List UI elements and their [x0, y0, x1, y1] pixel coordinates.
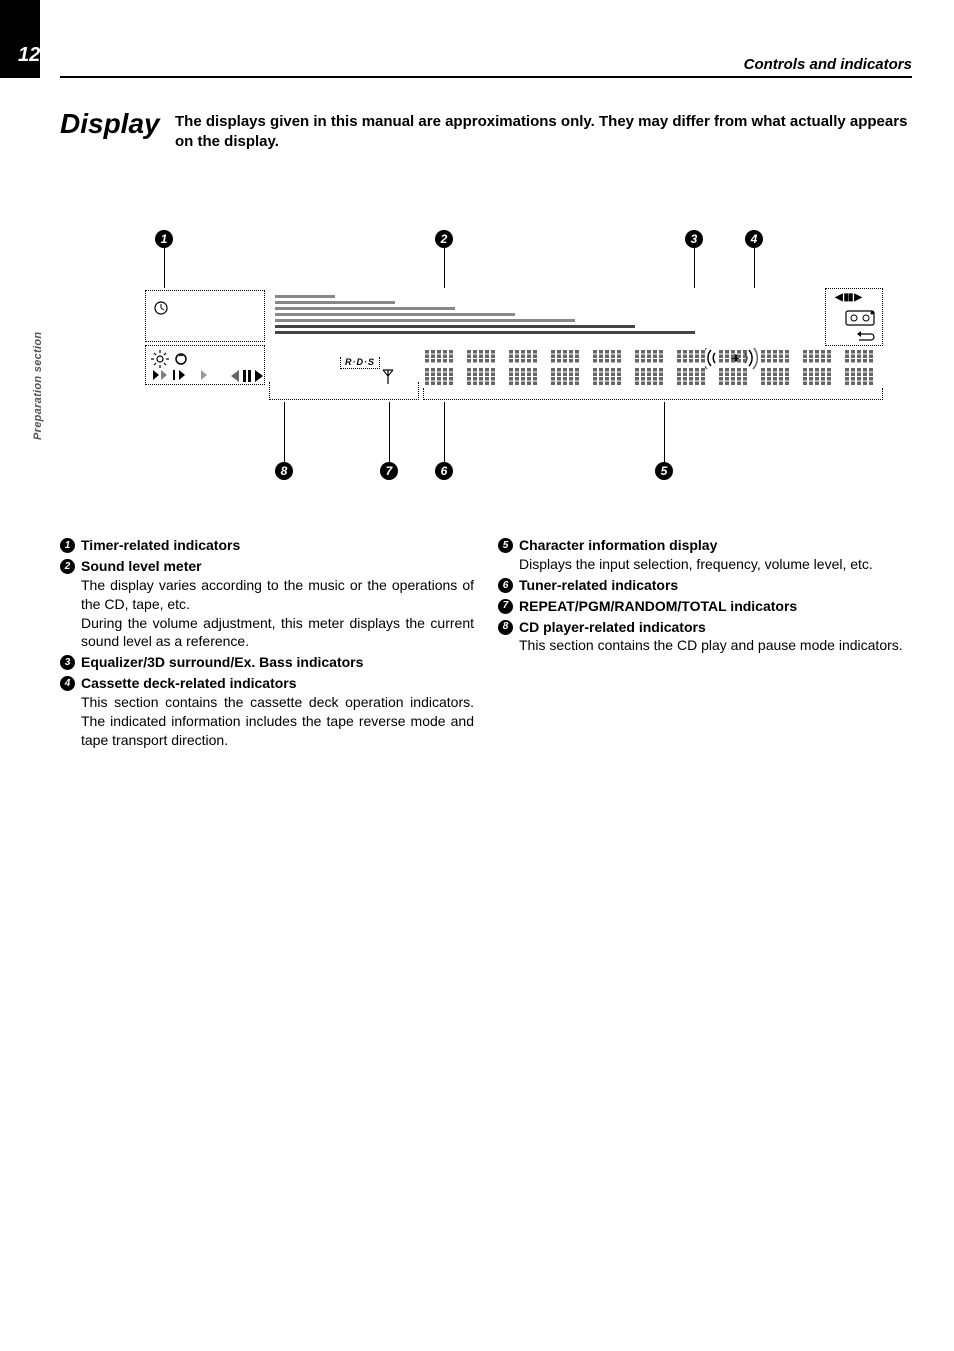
- left-column: 1 Timer-related indicators 2 Sound level me…: [60, 536, 474, 752]
- callout-7: 7: [380, 462, 398, 480]
- lead-line: [444, 248, 445, 288]
- list-item: 8 CD player-related indicatorsThis sectio…: [498, 618, 912, 656]
- side-section-label: Preparation section: [32, 332, 44, 440]
- reverse-mode-icon: [855, 330, 877, 344]
- item-number-8: 8: [498, 620, 513, 635]
- item-number-3: 3: [60, 655, 75, 670]
- item-title: Timer-related indicators: [81, 536, 240, 555]
- meter-bar: [275, 313, 515, 316]
- section-header: Controls and indicators: [744, 56, 912, 73]
- list-item: 4 Cassette deck-related indicatorsThis se…: [60, 674, 474, 750]
- page-number: 12: [18, 44, 40, 67]
- lead-line: [164, 248, 165, 288]
- eq-icons-row: [151, 350, 261, 368]
- item-title: CD player-related indicators: [519, 618, 706, 637]
- cd-play-pause-icon: [227, 370, 267, 385]
- item-number-1: 1: [60, 538, 75, 553]
- dotmatrix-char: [509, 350, 544, 388]
- list-item: 3 Equalizer/3D surround/Ex. Bass indicato…: [60, 653, 474, 672]
- meter-bar: [275, 301, 395, 304]
- item-title: Tuner-related indicators: [519, 576, 678, 595]
- lead-line: [754, 248, 755, 288]
- lead-line: [389, 402, 390, 462]
- meter-bar: [275, 331, 695, 334]
- callout-6: 6: [435, 462, 453, 480]
- item-title: Character information display: [519, 536, 717, 555]
- callout-8: 8: [275, 462, 293, 480]
- item-number-2: 2: [60, 559, 75, 574]
- callout-4: 4: [745, 230, 763, 248]
- meter-bar: [275, 319, 575, 322]
- item-title: Cassette deck-related indicators: [81, 674, 297, 693]
- display-diagram: 1234 ◀ ▮▮: [145, 230, 885, 490]
- dotmatrix-char: [845, 350, 880, 388]
- list-item: 7 REPEAT/PGM/RANDOM/TOTAL indicators: [498, 597, 912, 616]
- item-number-4: 4: [60, 676, 75, 691]
- clock-icon: [153, 300, 169, 316]
- cassette-icon: [845, 310, 875, 326]
- list-item: 1 Timer-related indicators: [60, 536, 474, 555]
- dotmatrix-char: [677, 350, 712, 388]
- dotmatrix-char: [803, 350, 838, 388]
- description-columns: 1 Timer-related indicators 2 Sound level me…: [60, 536, 912, 752]
- list-item: 6 Tuner-related indicators: [498, 576, 912, 595]
- dotmatrix-char: [719, 350, 754, 388]
- item-number-5: 5: [498, 538, 513, 553]
- list-item: 2 Sound level meterThe display varies acc…: [60, 557, 474, 651]
- item-number-6: 6: [498, 578, 513, 593]
- list-item: 5 Character information displayDisplays t…: [498, 536, 912, 574]
- diagram-region-timer: [145, 290, 265, 342]
- item-title: Equalizer/3D surround/Ex. Bass indicator…: [81, 653, 363, 672]
- diagram-region-repeat: [269, 382, 419, 400]
- item-number-7: 7: [498, 599, 513, 614]
- item-title: REPEAT/PGM/RANDOM/TOTAL indicators: [519, 597, 797, 616]
- meter-bar: [275, 307, 455, 310]
- lead-line: [444, 402, 445, 462]
- tape-direction-icon: ◀ ▮▮ ▶: [835, 292, 861, 303]
- item-body: During the volume adjustment, this meter…: [81, 614, 474, 652]
- dotmatrix-char: [467, 350, 502, 388]
- right-column: 5 Character information displayDisplays t…: [498, 536, 912, 752]
- item-body: This section contains the cassette deck …: [81, 693, 474, 750]
- page-title: Display: [60, 108, 160, 140]
- diagram-region-chars: [423, 388, 883, 400]
- lead-line: [284, 402, 285, 462]
- dotmatrix-char: [551, 350, 586, 388]
- item-body: Displays the input selection, frequency,…: [519, 555, 912, 574]
- dotmatrix-char: [635, 350, 670, 388]
- rds-label: R·D·S: [340, 357, 380, 369]
- lead-line: [694, 248, 695, 288]
- tuner-antenna-icon: [381, 368, 395, 386]
- callout-3: 3: [685, 230, 703, 248]
- item-body: The display varies according to the musi…: [81, 576, 474, 614]
- dotmatrix-char: [761, 350, 796, 388]
- meter-bar: [275, 325, 635, 328]
- callout-1: 1: [155, 230, 173, 248]
- callout-5: 5: [655, 462, 673, 480]
- item-title: Sound level meter: [81, 557, 202, 576]
- lead-line: [664, 402, 665, 462]
- item-body: This section contains the CD play and pa…: [519, 636, 912, 655]
- intro-text: The displays given in this manual are ap…: [175, 112, 912, 153]
- dotmatrix-char: [425, 350, 460, 388]
- dotmatrix-char: [593, 350, 628, 388]
- meter-bar: [275, 295, 335, 298]
- cd-small-icons: [151, 368, 221, 385]
- header-rule: [60, 76, 912, 78]
- callout-2: 2: [435, 230, 453, 248]
